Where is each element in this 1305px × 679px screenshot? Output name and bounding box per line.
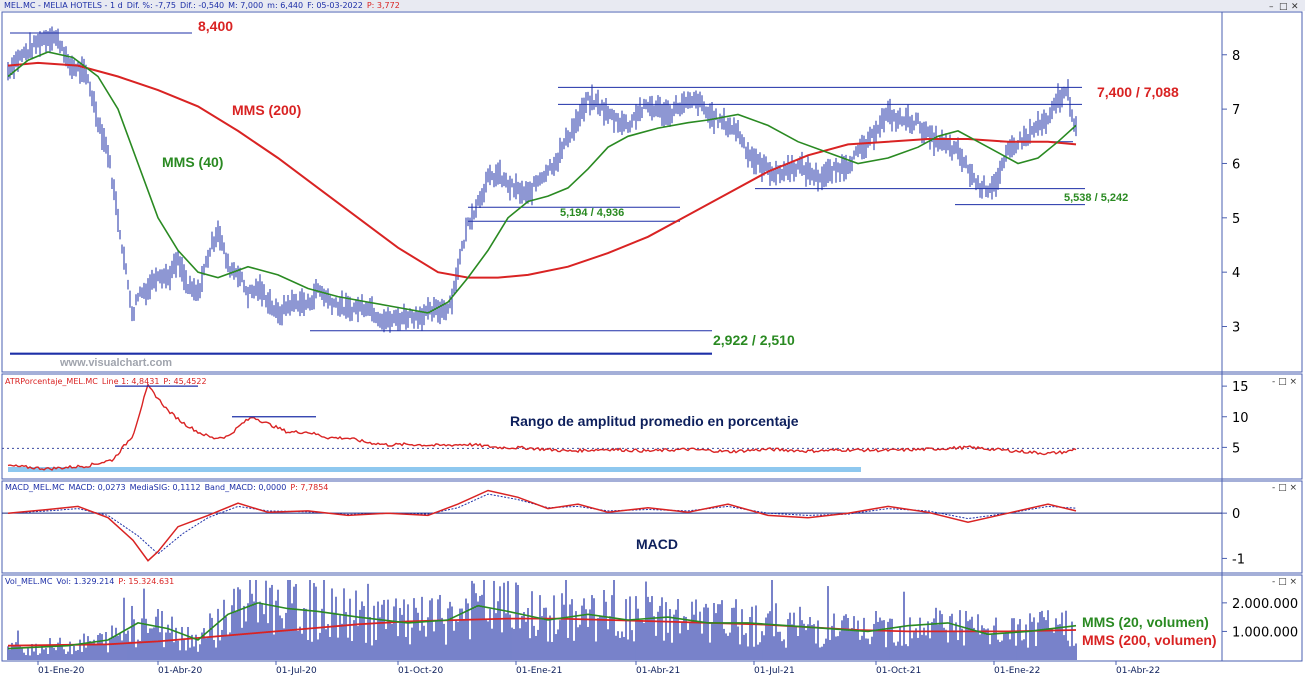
atr-line [7,382,1077,471]
price-panel-frame [1,11,1303,373]
volume-panel-frame [1,574,1303,662]
atr-panel-controls[interactable]: - □ × [1272,377,1297,387]
atr-header: ATRPorcentaje_MEL.MC Line 1: 4,8431 P: 45,… [5,377,207,386]
minimize-icon[interactable]: – [1269,2,1274,12]
x-tick-label: 01-Ene-21 [516,666,562,676]
macd-title: MACD [636,536,678,552]
x-tick-label: 01-Abr-20 [158,666,202,676]
x-tick-label: 01-Oct-20 [398,666,443,676]
y-tick-label: 2.000.000 [1232,597,1298,612]
level-label-5194: 5,194 / 4,936 [560,207,624,219]
x-tick-label: 01-Abr-21 [636,666,680,676]
watermark: www.visualchart.com [59,357,172,369]
level-label-2922: 2,922 / 2,510 [713,332,795,348]
macd-line [7,489,1077,562]
x-tick-label: 01-Oct-21 [876,666,921,676]
atr-title: Rango de amplitud promedio en porcentaje [510,413,799,429]
legend-mms200-volume: MMS (200, volumen) [1082,632,1217,648]
legend-mms20-volume: MMS (20, volumen) [1082,614,1209,630]
y-axis-ticks: 8 7 6 5 4 3 15 10 5 0 -1 2.000.000 1.000.000 [1222,49,1298,640]
level-label-5538: 5,538 / 5,242 [1064,192,1128,204]
header-bar [0,0,1305,11]
level-label-8400: 8,400 [198,18,233,34]
y-tick-label: -1 [1232,552,1245,567]
macd-panel-controls[interactable]: - □ × [1272,483,1297,493]
x-axis-ticks: 01-Ene-20 01-Abr-20 01-Jul-20 01-Oct-20 01-E… [37,661,1160,676]
mms200-label: MMS (200) [232,102,301,118]
level-label-7400: 7,400 / 7,088 [1097,84,1179,100]
y-tick-label: 1.000.000 [1232,625,1298,640]
x-tick-label: 01-Ene-20 [38,666,85,676]
y-tick-label: 8 [1232,49,1240,64]
mms40-label: MMS (40) [162,154,223,170]
price-bars [7,26,1077,333]
price-header: MEL.MC - MELIA HOTELS - 1 d Dif. %: -7,75… [4,1,400,10]
panel-frames [1,11,1303,662]
y-tick-label: 4 [1232,266,1240,281]
macd-header: MACD_MEL.MC MACD: 0,0273 MediaSIG: 0,1112 B… [5,483,328,492]
y-tick-label: 0 [1232,507,1240,522]
volume-panel [7,580,1077,660]
y-tick-label: 6 [1232,157,1240,172]
y-tick-label: 10 [1232,411,1249,426]
maximize-icon[interactable]: □ [1279,2,1288,12]
price-panel [7,26,1085,355]
x-tick-label: 01-Jul-20 [276,666,317,676]
volume-header: Vol_MEL.MC Vol: 1.329.214 P: 15.324.631 [5,577,174,586]
y-tick-label: 5 [1232,441,1240,456]
atr-low-band [8,467,861,472]
volume-mms20-line [7,602,1077,650]
atr-panel-frame [1,373,1303,480]
y-tick-label: 3 [1232,321,1240,336]
y-tick-label: 15 [1232,380,1249,395]
volume-panel-controls[interactable]: - □ × [1272,577,1297,587]
x-tick-label: 01-Ene-22 [994,666,1040,676]
volume-bars [7,580,1077,660]
close-icon[interactable]: ✕ [1291,2,1299,12]
macd-panel-frame [1,480,1303,574]
y-tick-label: 5 [1232,212,1240,227]
mms200-line [7,61,1077,279]
y-tick-label: 7 [1232,103,1240,118]
macd-signal-line [7,493,1077,555]
atr-panel [2,382,1222,472]
mms40-line [7,51,1077,314]
x-tick-label: 01-Abr-22 [1116,666,1160,676]
macd-panel [2,489,1222,562]
x-tick-label: 01-Jul-21 [754,666,795,676]
